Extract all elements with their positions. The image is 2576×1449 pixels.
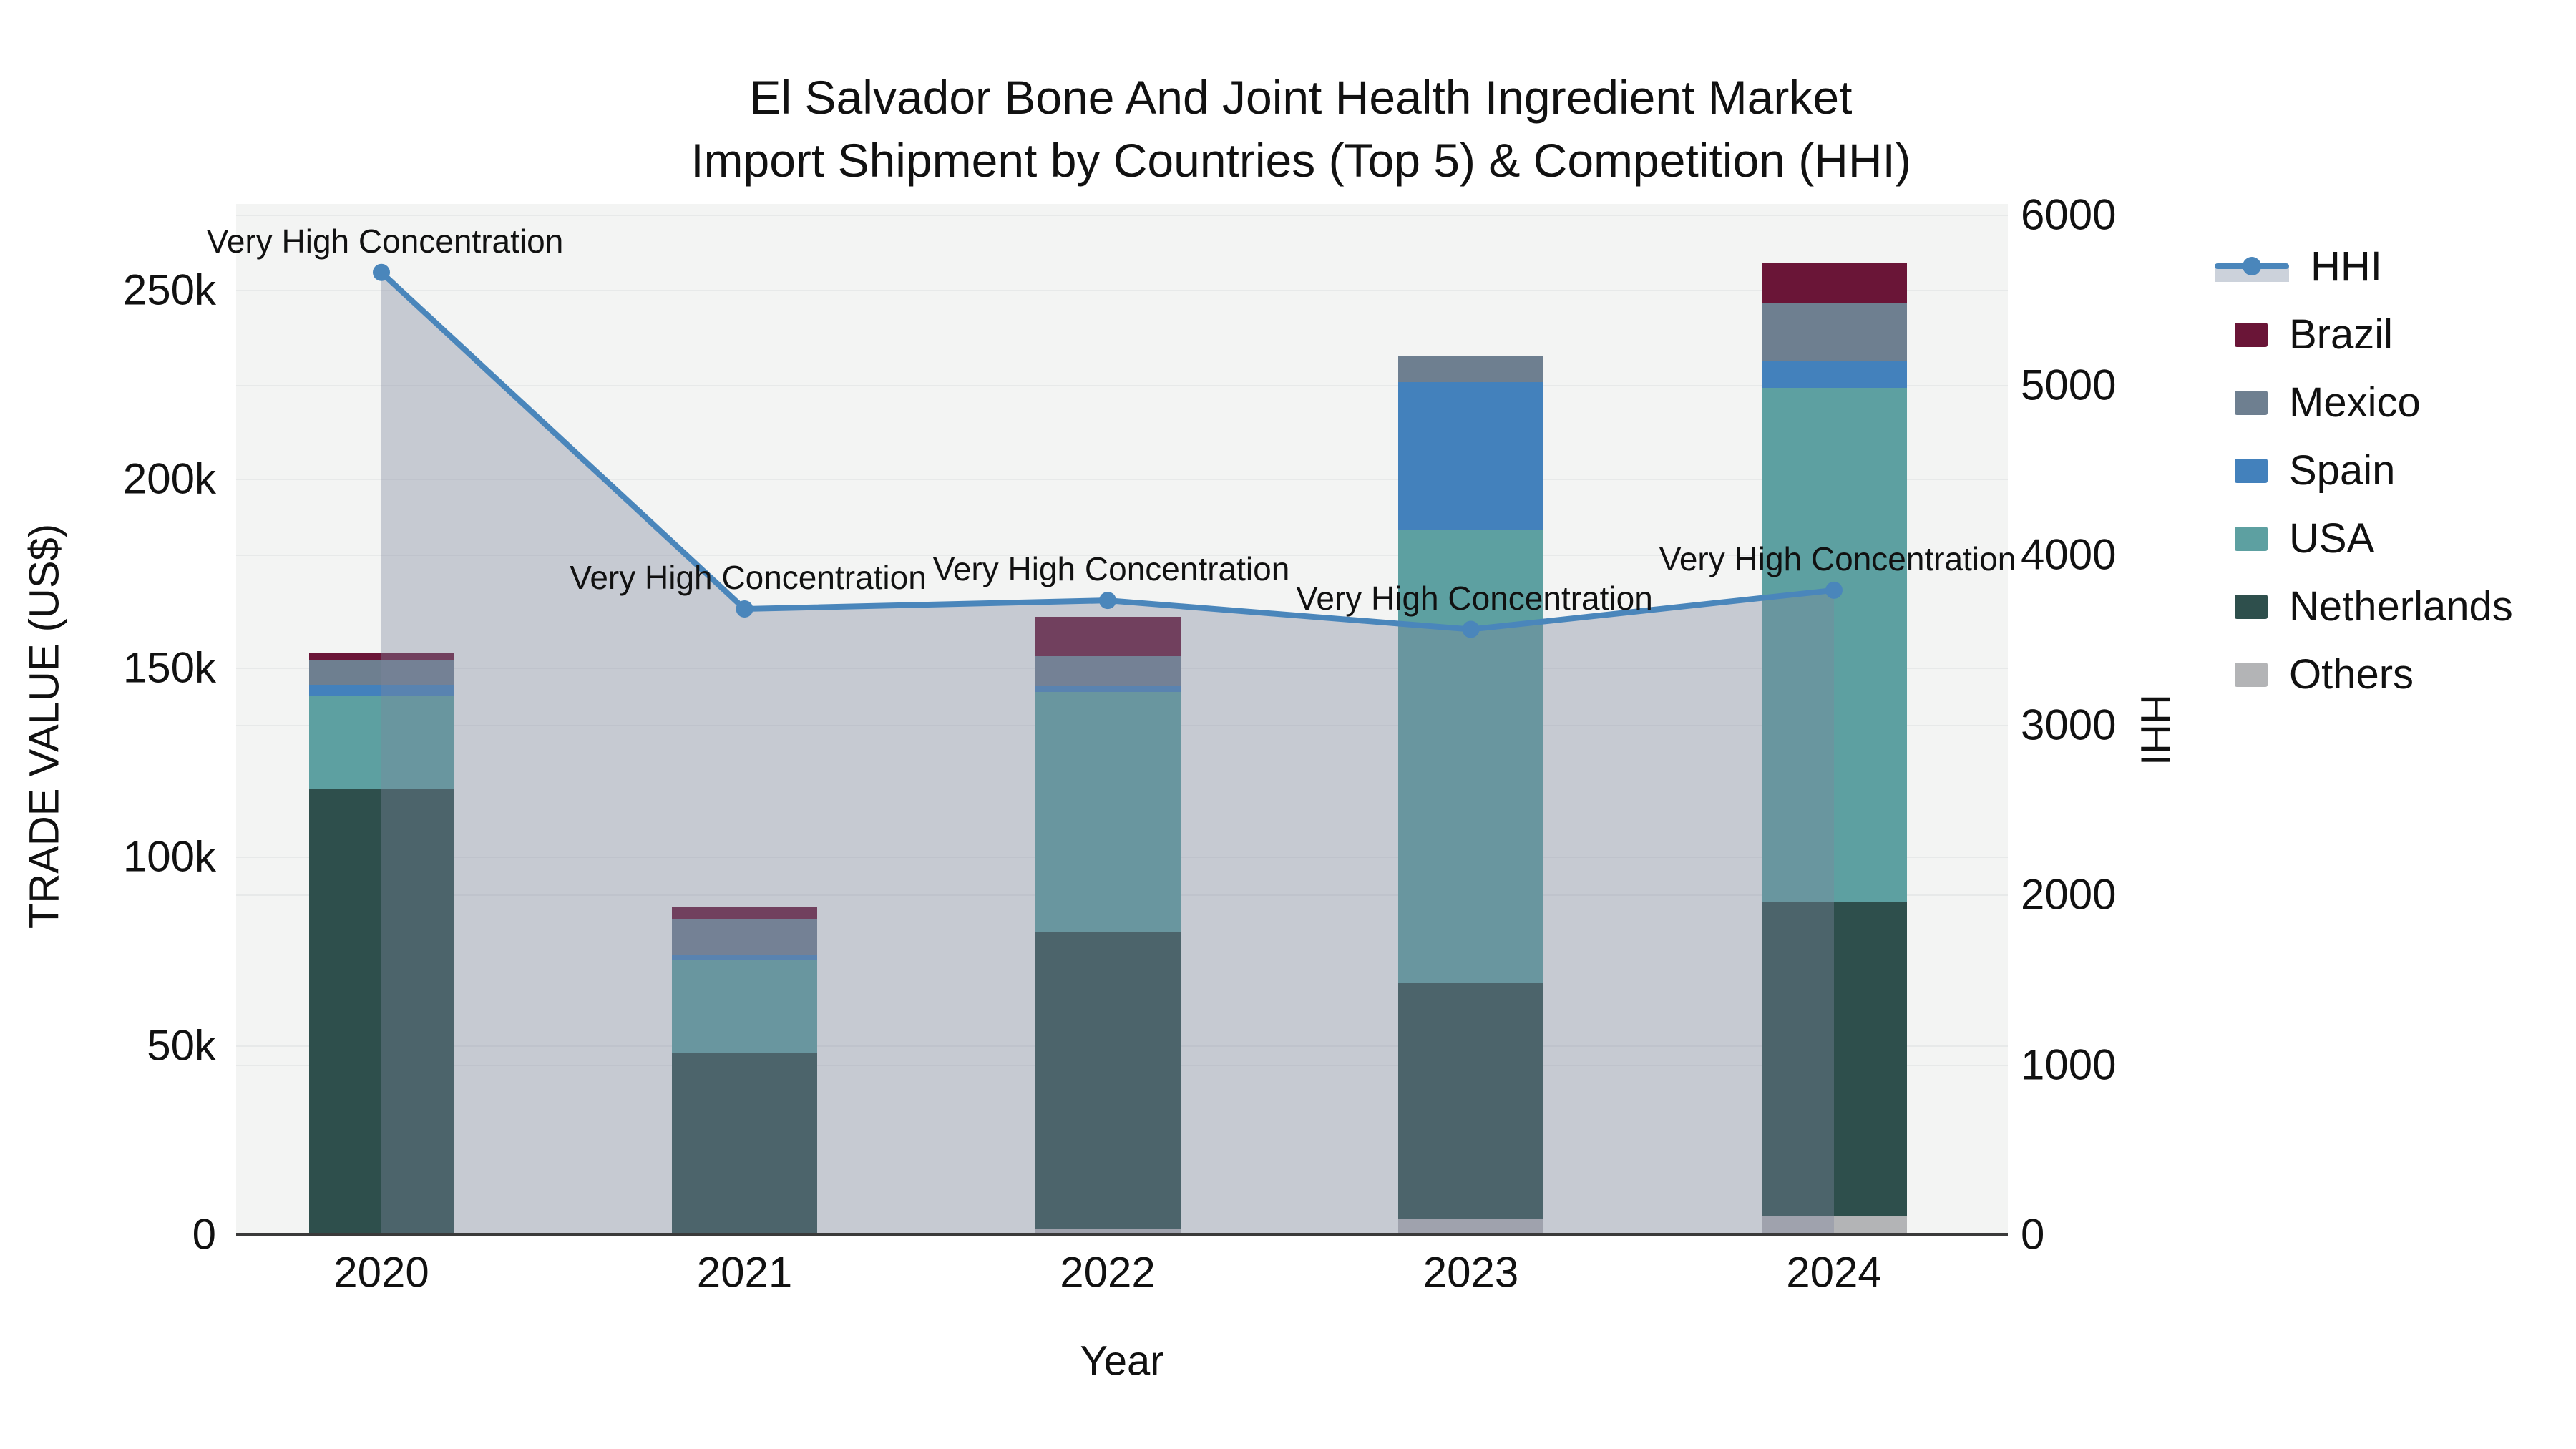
bar-others-2024 xyxy=(1761,1215,1907,1234)
bar-netherlands-2024 xyxy=(1761,902,1907,1216)
legend-label: Netherlands xyxy=(2289,583,2513,630)
bar-usa-2024 xyxy=(1761,388,1907,902)
bar-netherlands-2020 xyxy=(308,788,454,1234)
x-axis-title: Year xyxy=(1080,1337,1164,1385)
annotation-very-high-concentration: Very High Concentration xyxy=(1659,540,2016,577)
gridline xyxy=(236,215,2008,216)
bar-spain-2022 xyxy=(1035,686,1181,693)
bar-brazil-2021 xyxy=(672,907,817,919)
y-axis-right-tick: 3000 xyxy=(2021,701,2117,748)
legend-swatch-netherlands xyxy=(2235,594,2268,619)
annotation-very-high-concentration: Very High Concentration xyxy=(570,559,927,596)
chart-title-line2: Import Shipment by Countries (Top 5) & C… xyxy=(691,134,1911,187)
bar-mexico-2023 xyxy=(1398,356,1543,383)
bar-mexico-2022 xyxy=(1035,656,1181,687)
legend: HHI Brazil Mexico Spain USA Netherlands Others xyxy=(2215,233,2513,708)
x-axis-tick: 2024 xyxy=(1786,1248,1882,1297)
x-axis-tick: 2022 xyxy=(1060,1248,1156,1297)
legend-item-hhi[interactable]: HHI xyxy=(2215,233,2513,301)
x-axis-tick: 2021 xyxy=(696,1248,793,1297)
bar-spain-2024 xyxy=(1761,361,1907,389)
legend-label: Others xyxy=(2289,651,2414,698)
y-axis-left-tick: 0 xyxy=(192,1210,216,1259)
y-axis-right-tick: 2000 xyxy=(2021,870,2117,919)
y-axis-title-left: TRADE VALUE (US$) xyxy=(21,523,68,930)
legend-item-spain[interactable]: Spain xyxy=(2215,436,2513,504)
bar-brazil-2022 xyxy=(1035,616,1181,657)
annotation-very-high-concentration: Very High Concentration xyxy=(206,222,564,260)
bar-usa-2021 xyxy=(672,960,817,1053)
y-axis-left-tick: 50k xyxy=(147,1021,216,1070)
bar-others-2022 xyxy=(1035,1229,1181,1234)
bar-netherlands-2021 xyxy=(672,1053,817,1234)
bar-netherlands-2022 xyxy=(1035,932,1181,1229)
hhi-line-sample-icon xyxy=(2215,250,2289,283)
legend-item-netherlands[interactable]: Netherlands xyxy=(2215,572,2513,640)
y-axis-right-tick: 1000 xyxy=(2021,1040,2117,1088)
bar-netherlands-2023 xyxy=(1398,982,1543,1219)
legend-item-usa[interactable]: USA xyxy=(2215,504,2513,572)
legend-label: HHI xyxy=(2311,243,2382,290)
x-axis-tick: 2020 xyxy=(333,1248,429,1297)
bar-others-2023 xyxy=(1398,1219,1543,1234)
legend-label: Spain xyxy=(2289,447,2396,494)
bar-spain-2023 xyxy=(1398,382,1543,530)
legend-swatch-others xyxy=(2235,662,2268,687)
legend-item-mexico[interactable]: Mexico xyxy=(2215,369,2513,436)
legend-label: Brazil xyxy=(2289,311,2394,358)
y-axis-left-tick: 200k xyxy=(122,454,216,503)
y-axis-right-tick: 0 xyxy=(2021,1210,2045,1259)
bar-spain-2020 xyxy=(308,684,454,696)
bar-spain-2021 xyxy=(672,955,817,961)
chart-title-line1: El Salvador Bone And Joint Health Ingred… xyxy=(749,71,1853,124)
y-axis-left-tick: 150k xyxy=(122,643,216,692)
legend-label: USA xyxy=(2289,515,2375,562)
x-axis-line xyxy=(236,1233,2008,1236)
y-axis-right-tick: 4000 xyxy=(2021,530,2117,579)
legend-label: Mexico xyxy=(2289,379,2421,426)
y-axis-right-tick: 5000 xyxy=(2021,361,2117,409)
legend-item-others[interactable]: Others xyxy=(2215,640,2513,708)
bar-mexico-2024 xyxy=(1761,303,1907,362)
chart-title: El Salvador Bone And Joint Health Ingred… xyxy=(691,66,1911,192)
legend-swatch-brazil xyxy=(2235,322,2268,347)
annotation-very-high-concentration: Very High Concentration xyxy=(1296,579,1653,617)
bar-brazil-2024 xyxy=(1761,263,1907,303)
bar-mexico-2020 xyxy=(308,660,454,685)
bar-brazil-2020 xyxy=(308,652,454,660)
bar-mexico-2021 xyxy=(672,919,817,955)
legend-swatch-mexico xyxy=(2235,390,2268,415)
y-axis-left-tick: 100k xyxy=(122,832,216,881)
hhi-line-dot-sample xyxy=(2243,256,2261,275)
x-axis-tick: 2023 xyxy=(1423,1248,1519,1297)
bar-usa-2020 xyxy=(308,696,454,789)
y-axis-right-tick: 6000 xyxy=(2021,190,2117,239)
annotation-very-high-concentration: Very High Concentration xyxy=(932,550,1290,588)
legend-item-brazil[interactable]: Brazil xyxy=(2215,301,2513,369)
legend-swatch-usa xyxy=(2235,526,2268,551)
legend-swatch-spain xyxy=(2235,458,2268,483)
bar-usa-2022 xyxy=(1035,692,1181,932)
y-axis-left-tick: 250k xyxy=(122,265,216,314)
y-axis-title-right: HHI xyxy=(2132,694,2179,766)
